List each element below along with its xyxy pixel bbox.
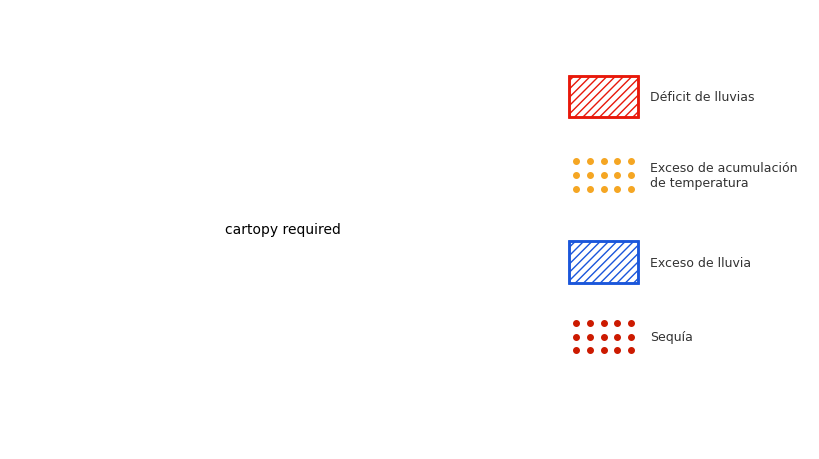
Bar	[568, 242, 637, 283]
Bar	[568, 77, 637, 118]
Bar	[568, 242, 637, 283]
Bar	[568, 77, 637, 118]
Text: Sequía: Sequía	[649, 330, 692, 343]
Text: cartopy required: cartopy required	[224, 223, 341, 236]
Text: Déficit de lluvias: Déficit de lluvias	[649, 91, 753, 104]
Text: Exceso de acumulación
de temperatura: Exceso de acumulación de temperatura	[649, 162, 797, 190]
Text: Exceso de lluvia: Exceso de lluvia	[649, 256, 750, 269]
